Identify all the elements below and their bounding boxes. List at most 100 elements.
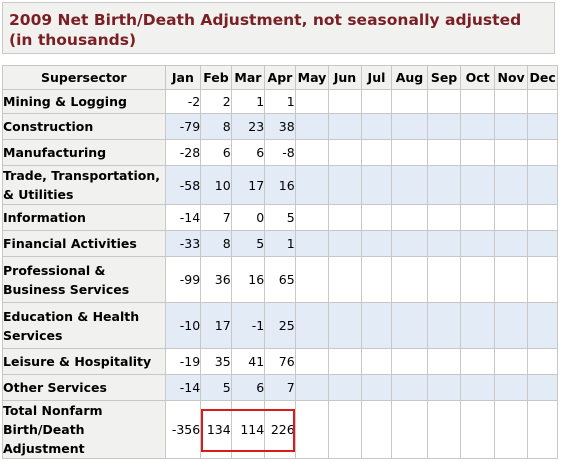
empty-cell bbox=[426, 204, 462, 231]
table-cell: 38 bbox=[264, 113, 296, 140]
empty-cell bbox=[360, 256, 393, 303]
table-row: Other Services -14 5 6 7 bbox=[2, 374, 558, 401]
empty-cell bbox=[294, 230, 330, 257]
column-header-supersector: Supersector bbox=[2, 65, 166, 90]
table-cell: 226 bbox=[264, 400, 296, 459]
table-cell: -19 bbox=[164, 348, 202, 375]
row-label: Education & Health Services bbox=[2, 302, 166, 349]
empty-cell bbox=[527, 302, 558, 349]
empty-cell bbox=[294, 400, 330, 459]
empty-cell bbox=[328, 256, 362, 303]
empty-cell bbox=[328, 113, 362, 140]
row-label: Information bbox=[2, 204, 166, 231]
table-row: Financial Activities -33 8 5 1 bbox=[2, 230, 558, 257]
empty-cell bbox=[360, 302, 393, 349]
table-row: Trade, Transportation, & Utilities -58 10 1… bbox=[2, 165, 558, 205]
empty-cell bbox=[460, 302, 495, 349]
empty-cell bbox=[391, 400, 428, 459]
empty-cell bbox=[460, 374, 495, 401]
table-cell: 36 bbox=[200, 256, 232, 303]
empty-cell bbox=[493, 400, 529, 459]
table-cell: 2 bbox=[200, 89, 232, 114]
table-cell: 6 bbox=[230, 374, 266, 401]
empty-cell bbox=[493, 374, 529, 401]
column-header-month: Feb bbox=[200, 65, 232, 90]
empty-cell bbox=[360, 113, 393, 140]
column-header-month: May bbox=[294, 65, 330, 90]
table-cell: 6 bbox=[230, 139, 266, 166]
empty-cell bbox=[426, 113, 462, 140]
empty-cell bbox=[426, 348, 462, 375]
table-cell: -28 bbox=[164, 139, 202, 166]
table-cell: -79 bbox=[164, 113, 202, 140]
table-row: Leisure & Hospitality -19 35 41 76 bbox=[2, 348, 558, 375]
empty-cell bbox=[460, 256, 495, 303]
table-row: Professional & Business Services -99 36 16 6… bbox=[2, 256, 558, 303]
empty-cell bbox=[426, 256, 462, 303]
title-box: 2009 Net Birth/Death Adjustment, not sea… bbox=[2, 2, 555, 54]
empty-cell bbox=[527, 348, 558, 375]
empty-cell bbox=[360, 165, 393, 205]
empty-cell bbox=[328, 302, 362, 349]
empty-cell bbox=[527, 204, 558, 231]
empty-cell bbox=[360, 348, 393, 375]
empty-cell bbox=[426, 139, 462, 166]
empty-cell bbox=[527, 374, 558, 401]
empty-cell bbox=[460, 230, 495, 257]
table-cell: -33 bbox=[164, 230, 202, 257]
empty-cell bbox=[460, 113, 495, 140]
table-row: Total Nonfarm Birth/Death Adjustment -356… bbox=[2, 400, 558, 459]
empty-cell bbox=[493, 139, 529, 166]
table-cell: -99 bbox=[164, 256, 202, 303]
empty-cell bbox=[527, 256, 558, 303]
empty-cell bbox=[360, 230, 393, 257]
empty-cell bbox=[460, 400, 495, 459]
empty-cell bbox=[391, 230, 428, 257]
row-label: Leisure & Hospitality bbox=[2, 348, 166, 375]
empty-cell bbox=[294, 302, 330, 349]
empty-cell bbox=[294, 139, 330, 166]
table-cell: 10 bbox=[200, 165, 232, 205]
empty-cell bbox=[294, 204, 330, 231]
empty-cell bbox=[294, 89, 330, 114]
empty-cell bbox=[527, 165, 558, 205]
empty-cell bbox=[493, 302, 529, 349]
table-cell: -2 bbox=[164, 89, 202, 114]
empty-cell bbox=[391, 165, 428, 205]
empty-cell bbox=[460, 204, 495, 231]
page-title: 2009 Net Birth/Death Adjustment, not sea… bbox=[9, 11, 522, 49]
empty-cell bbox=[328, 89, 362, 114]
column-header-month: Jun bbox=[328, 65, 362, 90]
empty-cell bbox=[391, 139, 428, 166]
empty-cell bbox=[294, 348, 330, 375]
row-label: Financial Activities bbox=[2, 230, 166, 257]
empty-cell bbox=[391, 89, 428, 114]
column-header-month: Aug bbox=[391, 65, 428, 90]
column-header-month: Nov bbox=[493, 65, 529, 90]
table-cell: 65 bbox=[264, 256, 296, 303]
birth-death-table: Supersector Jan Feb Mar Apr May Jun Jul … bbox=[2, 65, 558, 459]
empty-cell bbox=[460, 165, 495, 205]
empty-cell bbox=[391, 113, 428, 140]
table-cell: 1 bbox=[230, 89, 266, 114]
empty-cell bbox=[328, 204, 362, 231]
empty-cell bbox=[328, 139, 362, 166]
empty-cell bbox=[460, 139, 495, 166]
table-row: Education & Health Services -10 17 -1 25 bbox=[2, 302, 558, 349]
row-label: Manufacturing bbox=[2, 139, 166, 166]
empty-cell bbox=[426, 89, 462, 114]
table-cell: 25 bbox=[264, 302, 296, 349]
table-cell: 16 bbox=[264, 165, 296, 205]
empty-cell bbox=[360, 374, 393, 401]
empty-cell bbox=[493, 204, 529, 231]
row-label: Trade, Transportation, & Utilities bbox=[2, 165, 166, 205]
empty-cell bbox=[328, 230, 362, 257]
table-row: Information -14 7 0 5 bbox=[2, 204, 558, 231]
table-row: Construction -79 8 23 38 bbox=[2, 113, 558, 140]
empty-cell bbox=[493, 348, 529, 375]
empty-cell bbox=[391, 256, 428, 303]
column-header-month: Dec bbox=[527, 65, 558, 90]
empty-cell bbox=[426, 374, 462, 401]
empty-cell bbox=[493, 165, 529, 205]
empty-cell bbox=[527, 400, 558, 459]
